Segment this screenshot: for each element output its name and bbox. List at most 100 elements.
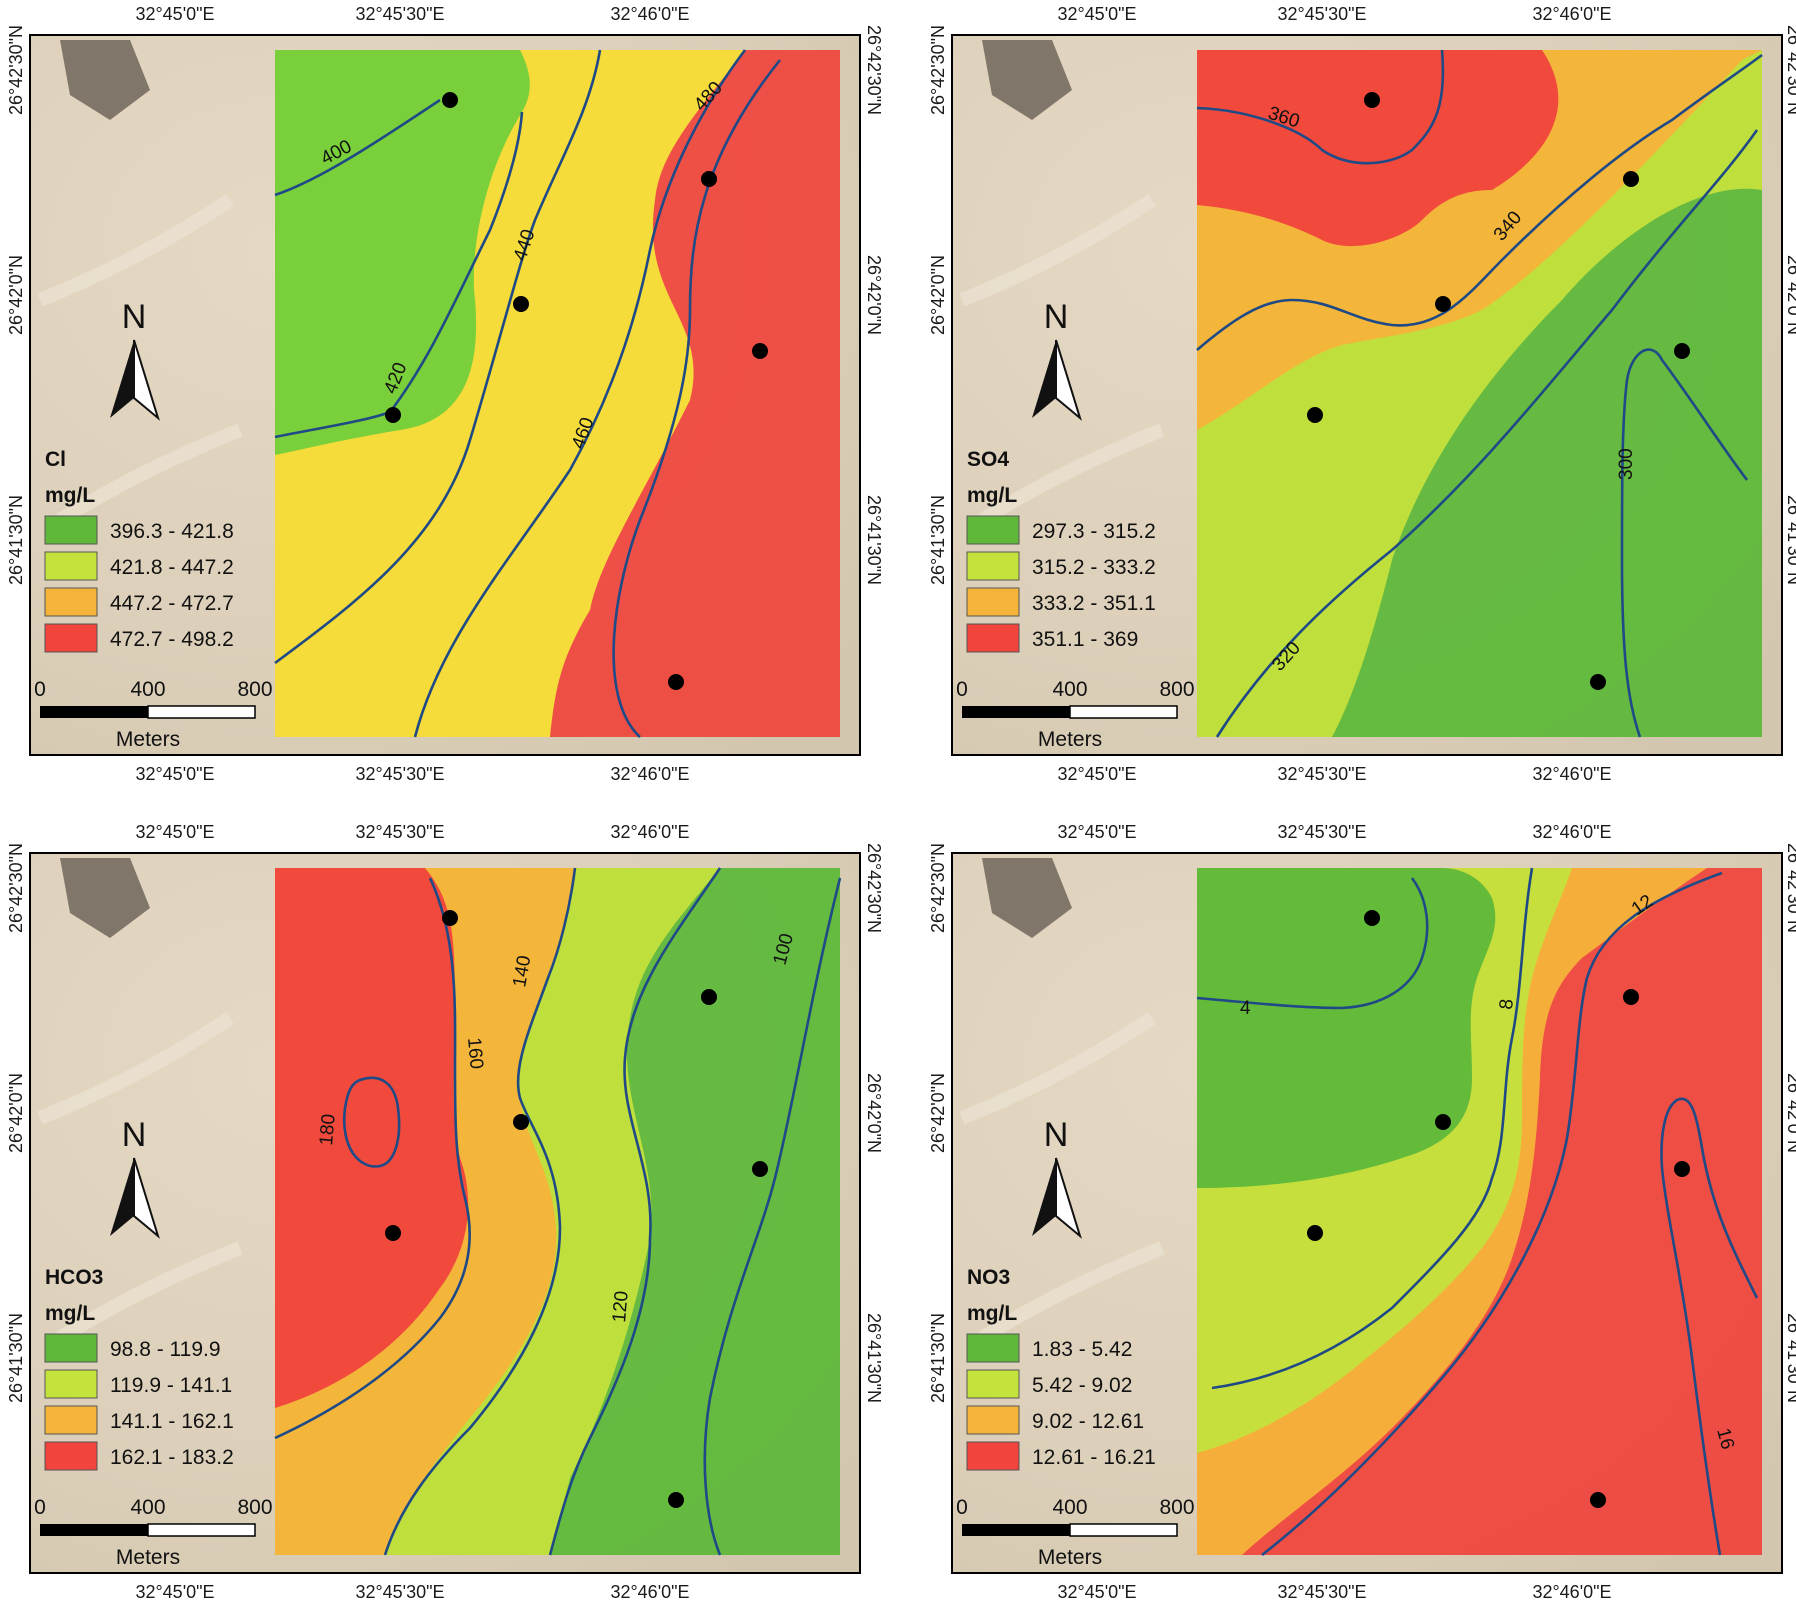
legend: Cl mg/L 396.3 - 421.8 421.8 - 447.2 447.…: [44, 448, 234, 653]
interpolation-surface: [275, 868, 840, 1555]
sample-well: [1364, 92, 1380, 108]
svg-text:26°42'0"N: 26°42'0"N: [6, 255, 26, 335]
north-arrow: N: [1032, 298, 1082, 421]
svg-text:32°45'30"E: 32°45'30"E: [1277, 1582, 1366, 1602]
svg-text:32°45'0"E: 32°45'0"E: [135, 764, 214, 784]
legend-parameter: NO3: [967, 1266, 1010, 1289]
svg-text:32°45'0"E: 32°45'0"E: [1057, 764, 1136, 784]
svg-text:26°42'0"N: 26°42'0"N: [928, 255, 948, 335]
svg-text:32°46'0"E: 32°46'0"E: [610, 822, 689, 842]
legend-unit: mg/L: [967, 484, 1017, 507]
north-arrow-icon: [110, 1158, 134, 1236]
svg-text:32°46'0"E: 32°46'0"E: [610, 4, 689, 24]
svg-text:32°45'0"E: 32°45'0"E: [1057, 4, 1136, 24]
svg-text:26°41'30"N: 26°41'30"N: [928, 495, 948, 585]
legend-class-2: 315.2 - 333.2: [1032, 556, 1156, 579]
svg-text:32°45'30"E: 32°45'30"E: [355, 764, 444, 784]
north-label: N: [122, 298, 147, 336]
legend-class-1: 297.3 - 315.2: [1032, 520, 1156, 543]
sample-points: [385, 910, 768, 1508]
svg-text:26°42'0"N: 26°42'0"N: [864, 1073, 884, 1153]
contour-lines: [1196, 867, 1759, 1557]
contour-420: [274, 111, 524, 439]
sample-well: [513, 296, 529, 312]
sample-well: [442, 910, 458, 926]
contour-360: [1196, 49, 1445, 165]
legend-class-2: 5.42 - 9.02: [1032, 1374, 1132, 1397]
north-label: N: [1044, 1116, 1069, 1154]
svg-text:32°46'0"E: 32°46'0"E: [610, 1582, 689, 1602]
north-label: N: [1044, 298, 1069, 336]
svg-text:400: 400: [130, 1496, 165, 1519]
svg-text:26°42'0"N: 26°42'0"N: [1784, 1073, 1796, 1153]
svg-text:32°45'0"E: 32°45'0"E: [135, 1582, 214, 1602]
legend-class-1: 98.8 - 119.9: [110, 1338, 221, 1361]
legend-class-4: 472.7 - 498.2: [110, 628, 234, 651]
scale-unit: Meters: [1038, 728, 1102, 751]
svg-text:26°42'30"N: 26°42'30"N: [864, 843, 884, 933]
sample-well: [1623, 171, 1639, 187]
contour-label-300: 300: [1616, 448, 1637, 480]
contour-label-120: 120: [609, 1290, 633, 1323]
contour-120: [548, 867, 722, 1556]
contour-160: [274, 877, 471, 1440]
svg-text:26°42'30"N: 26°42'30"N: [6, 25, 26, 115]
interpolation-surface: [275, 50, 840, 737]
svg-text:26°42'0"N: 26°42'0"N: [864, 255, 884, 335]
sample-well: [385, 407, 401, 423]
sample-well: [668, 674, 684, 690]
sample-well: [752, 343, 768, 359]
svg-text:0: 0: [34, 1496, 46, 1519]
contour-16: [1660, 1097, 1759, 1556]
svg-text:32°45'0"E: 32°45'0"E: [135, 4, 214, 24]
svg-text:800: 800: [237, 1496, 272, 1519]
svg-text:400: 400: [130, 678, 165, 701]
legend-class-2: 119.9 - 141.1: [110, 1374, 232, 1397]
svg-text:32°45'30"E: 32°45'30"E: [1277, 764, 1366, 784]
svg-text:26°42'30"N: 26°42'30"N: [928, 25, 948, 115]
contour-label-8: 8: [1496, 998, 1518, 1010]
scale-bar: 0 400 800 Meters: [34, 1496, 272, 1569]
map-panel-so4: 360 340 320 300 N SO4 mg/L 297.3 - 315.2…: [928, 4, 1796, 784]
sample-well: [1590, 674, 1606, 690]
svg-text:32°46'0"E: 32°46'0"E: [1532, 822, 1611, 842]
sample-well: [1674, 1161, 1690, 1177]
svg-text:26°42'30"N: 26°42'30"N: [1784, 25, 1796, 115]
north-arrow: N: [110, 298, 160, 421]
sample-well: [1623, 989, 1639, 1005]
north-arrow: N: [110, 1116, 160, 1239]
legend-class-4: 162.1 - 183.2: [110, 1446, 234, 1469]
svg-text:32°46'0"E: 32°46'0"E: [1532, 764, 1611, 784]
svg-text:26°42'0"N: 26°42'0"N: [1784, 255, 1796, 335]
legend-class-3: 333.2 - 351.1: [1032, 592, 1156, 615]
contour-12: [1261, 871, 1723, 1557]
sample-well: [1435, 1114, 1451, 1130]
sample-well: [701, 171, 717, 187]
sample-well: [701, 989, 717, 1005]
legend-class-3: 9.02 - 12.61: [1032, 1410, 1144, 1433]
graticule-labels: 32°45'0"E 32°45'30"E 32°46'0"E 32°45'0"E…: [928, 4, 1796, 784]
scale-bar: 0 400 800 Meters: [956, 1496, 1194, 1569]
svg-text:32°45'0"E: 32°45'0"E: [1057, 822, 1136, 842]
scale-unit: Meters: [116, 1546, 180, 1569]
svg-text:32°45'30"E: 32°45'30"E: [1277, 4, 1366, 24]
sample-well: [752, 1161, 768, 1177]
contour-label-4: 4: [1240, 998, 1251, 1019]
contour-lines: [1196, 49, 1763, 738]
legend-class-1: 1.83 - 5.42: [1032, 1338, 1132, 1361]
svg-text:26°41'30"N: 26°41'30"N: [864, 1313, 884, 1403]
mountain-shading: [982, 40, 1072, 120]
legend-unit: mg/L: [967, 1302, 1017, 1325]
interpolation-surface: [1197, 868, 1762, 1555]
legend-class-1: 396.3 - 421.8: [110, 520, 234, 543]
scale-bar: 0 400 800 Meters: [34, 678, 272, 751]
legend-unit: mg/L: [45, 1302, 95, 1325]
sample-well: [1674, 343, 1690, 359]
legend: HCO3 mg/L 98.8 - 119.9 119.9 - 141.1 141…: [44, 1266, 234, 1471]
contour-400: [274, 98, 441, 197]
svg-text:400: 400: [1052, 1496, 1087, 1519]
graticule-labels: 32°45'0"E 32°45'30"E 32°46'0"E 32°45'0"E…: [6, 4, 884, 784]
legend-class-3: 141.1 - 162.1: [110, 1410, 234, 1433]
contour-480: [612, 59, 782, 738]
sample-points: [385, 92, 768, 690]
